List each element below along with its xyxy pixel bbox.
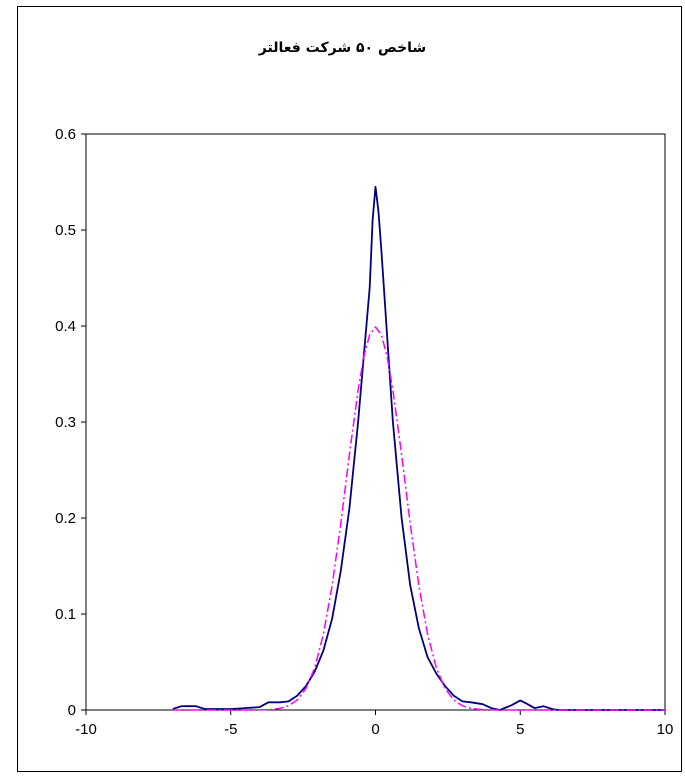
series-line-dashdot — [172, 326, 665, 711]
x-tick-label: -5 — [224, 721, 237, 738]
y-tick-label: 0 — [68, 702, 76, 719]
y-tick-label: 0.3 — [55, 414, 76, 431]
series-line-solid — [172, 185, 665, 711]
x-tick-label: 0 — [371, 721, 379, 738]
y-tick-label: 0.2 — [55, 510, 76, 527]
x-tick-label: 5 — [516, 721, 524, 738]
x-tick-label: 10 — [657, 721, 674, 738]
plot-area-border — [85, 133, 666, 711]
axes — [81, 133, 666, 715]
series-layer — [172, 185, 665, 711]
chart-title: شاخص ۵۰ شرکت فعالتر — [258, 40, 427, 56]
tick-labels: 0 0.1 0.2 0.3 0.4 0.5 0.6 -10 -5 0 5 10 — [55, 126, 673, 738]
y-tick-label: 0.1 — [55, 606, 76, 623]
y-tick-label: 0.6 — [55, 126, 76, 143]
y-tick-label: 0.4 — [55, 318, 76, 335]
y-tick-label: 0.5 — [55, 222, 76, 239]
x-tick-label: -10 — [75, 721, 97, 738]
